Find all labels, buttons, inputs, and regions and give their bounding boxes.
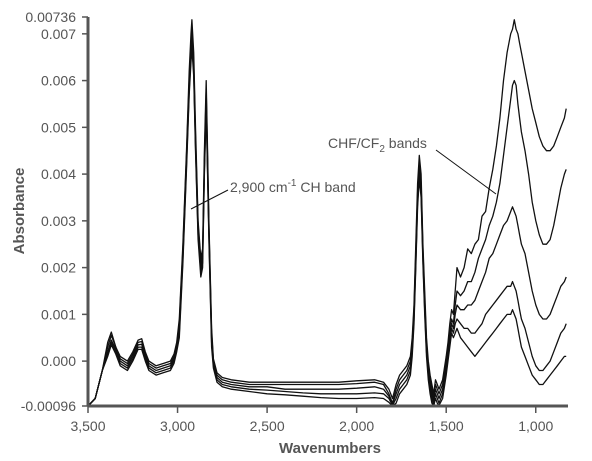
- ch-band-sup: -1: [288, 178, 297, 189]
- x-tick-label: 3,000: [160, 418, 195, 434]
- spectrum-line-4: [87, 42, 567, 407]
- x-tick-label: 1,000: [518, 418, 553, 434]
- spectrum-line-5: [87, 47, 567, 407]
- ch-band-label: 2,900 cm: [230, 179, 288, 195]
- series-layer: [87, 19, 567, 407]
- y-tick-label: 0.002: [41, 260, 76, 276]
- y-tick-label: 0.004: [41, 166, 76, 182]
- y-axis-title: Absorbance: [11, 168, 28, 255]
- x-tick-label: 2,000: [339, 418, 374, 434]
- x-tick-label: 3,500: [70, 418, 105, 434]
- y-tick-label: 0.001: [41, 306, 76, 322]
- y-tick-label: 0.006: [41, 73, 76, 89]
- x-tick-label: 1,500: [429, 418, 464, 434]
- x-ticks: 3,500 3,000 2,500 2,000 1,500 1,000: [70, 406, 553, 434]
- ch-band-annotation: 2,900 cm-1 CH band: [230, 178, 356, 195]
- chf-bands-label: CHF/CF: [328, 135, 379, 151]
- y-tick-label: 0.00736: [25, 9, 76, 25]
- annotation-pointers: [190, 149, 497, 210]
- chf-bands-annotation: CHF/CF2 bands: [328, 135, 427, 155]
- axes: [86, 17, 568, 408]
- x-tick-label: 2,500: [250, 418, 285, 434]
- y-ticks: -0.00096 0.000 0.001 0.002 0.003 0.004 0.005 0.…: [21, 9, 88, 414]
- spectrum-line-2: [87, 28, 567, 407]
- y-tick-label: 0.000: [41, 353, 76, 369]
- y-tick-label: 0.003: [41, 213, 76, 229]
- chf-bands-pointer: [435, 149, 497, 195]
- y-tick-label: -0.00096: [21, 398, 76, 414]
- y-tick-label: 0.005: [41, 119, 76, 135]
- chf-bands-label-after: bands: [385, 135, 427, 151]
- chf-bands-sub: 2: [379, 144, 385, 155]
- ch-band-pointer: [190, 189, 229, 210]
- ch-band-label-after: CH band: [297, 179, 356, 195]
- y-tick-label: 0.007: [41, 26, 76, 42]
- x-axis-title: Wavenumbers: [279, 440, 381, 457]
- spectrum-line-3: [87, 37, 567, 407]
- spectrum-line-1: [87, 19, 567, 407]
